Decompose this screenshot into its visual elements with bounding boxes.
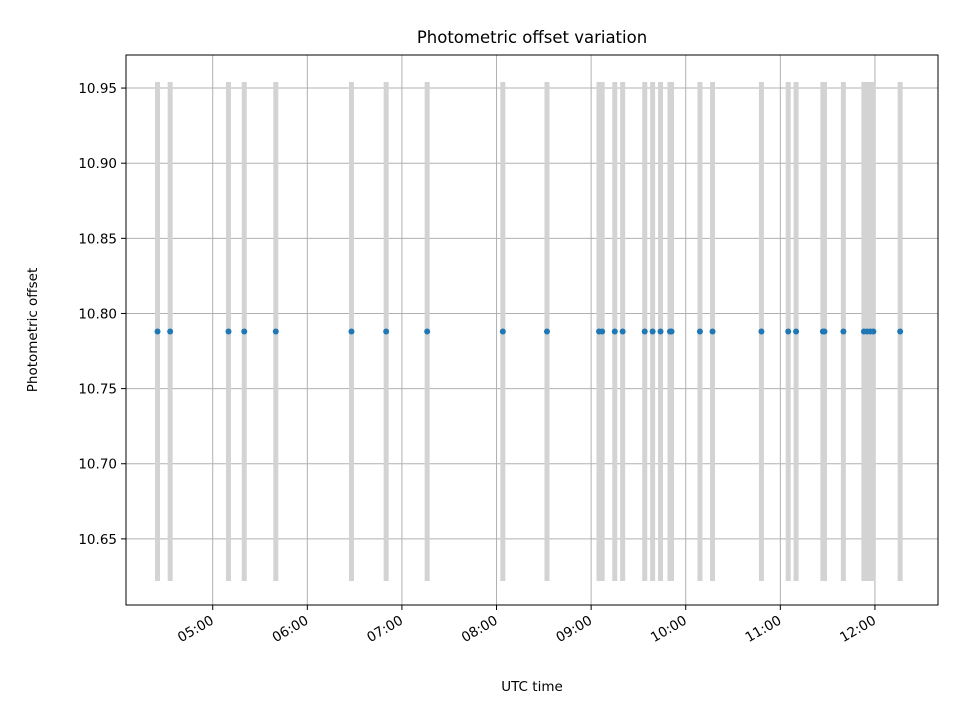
data-point: [668, 328, 675, 335]
data-point: [785, 328, 792, 335]
data-point: [167, 328, 174, 335]
data-point: [840, 328, 847, 335]
data-point: [657, 328, 664, 335]
data-point: [758, 328, 765, 335]
data-point: [154, 328, 161, 335]
y-tick-label: 10.65: [78, 532, 117, 548]
data-point: [599, 328, 606, 335]
data-point: [272, 328, 279, 335]
y-tick-label: 10.95: [78, 81, 117, 97]
data-point: [897, 328, 904, 335]
y-tick-label: 10.85: [78, 231, 117, 247]
data-point: [870, 328, 877, 335]
data-point: [543, 328, 550, 335]
data-point: [499, 328, 506, 335]
data-points: [154, 328, 904, 335]
y-tick-label: 10.80: [78, 306, 117, 322]
y-axis-label: Photometric offset: [25, 268, 41, 392]
x-axis-label: UTC time: [501, 679, 563, 695]
data-point: [696, 328, 703, 335]
plot-frame: [125, 54, 939, 606]
y-tick-label: 10.70: [78, 457, 117, 473]
y-tick-label: 10.90: [78, 156, 117, 172]
data-point: [225, 328, 232, 335]
data-point: [641, 328, 648, 335]
data-point: [649, 328, 656, 335]
data-point: [383, 328, 390, 335]
data-point: [793, 328, 800, 335]
data-point: [611, 328, 618, 335]
data-point: [821, 328, 828, 335]
y-axis-ticks: 10.65 10.70 10.75 10.80 10.85 10.90 10.95: [78, 81, 126, 548]
chart-title: Photometric offset variation: [417, 28, 647, 47]
data-point: [348, 328, 355, 335]
grid: [126, 55, 938, 605]
data-point: [709, 328, 716, 335]
data-point: [619, 328, 626, 335]
data-point: [424, 328, 431, 335]
data-point: [241, 328, 248, 335]
y-tick-label: 10.75: [78, 382, 117, 398]
